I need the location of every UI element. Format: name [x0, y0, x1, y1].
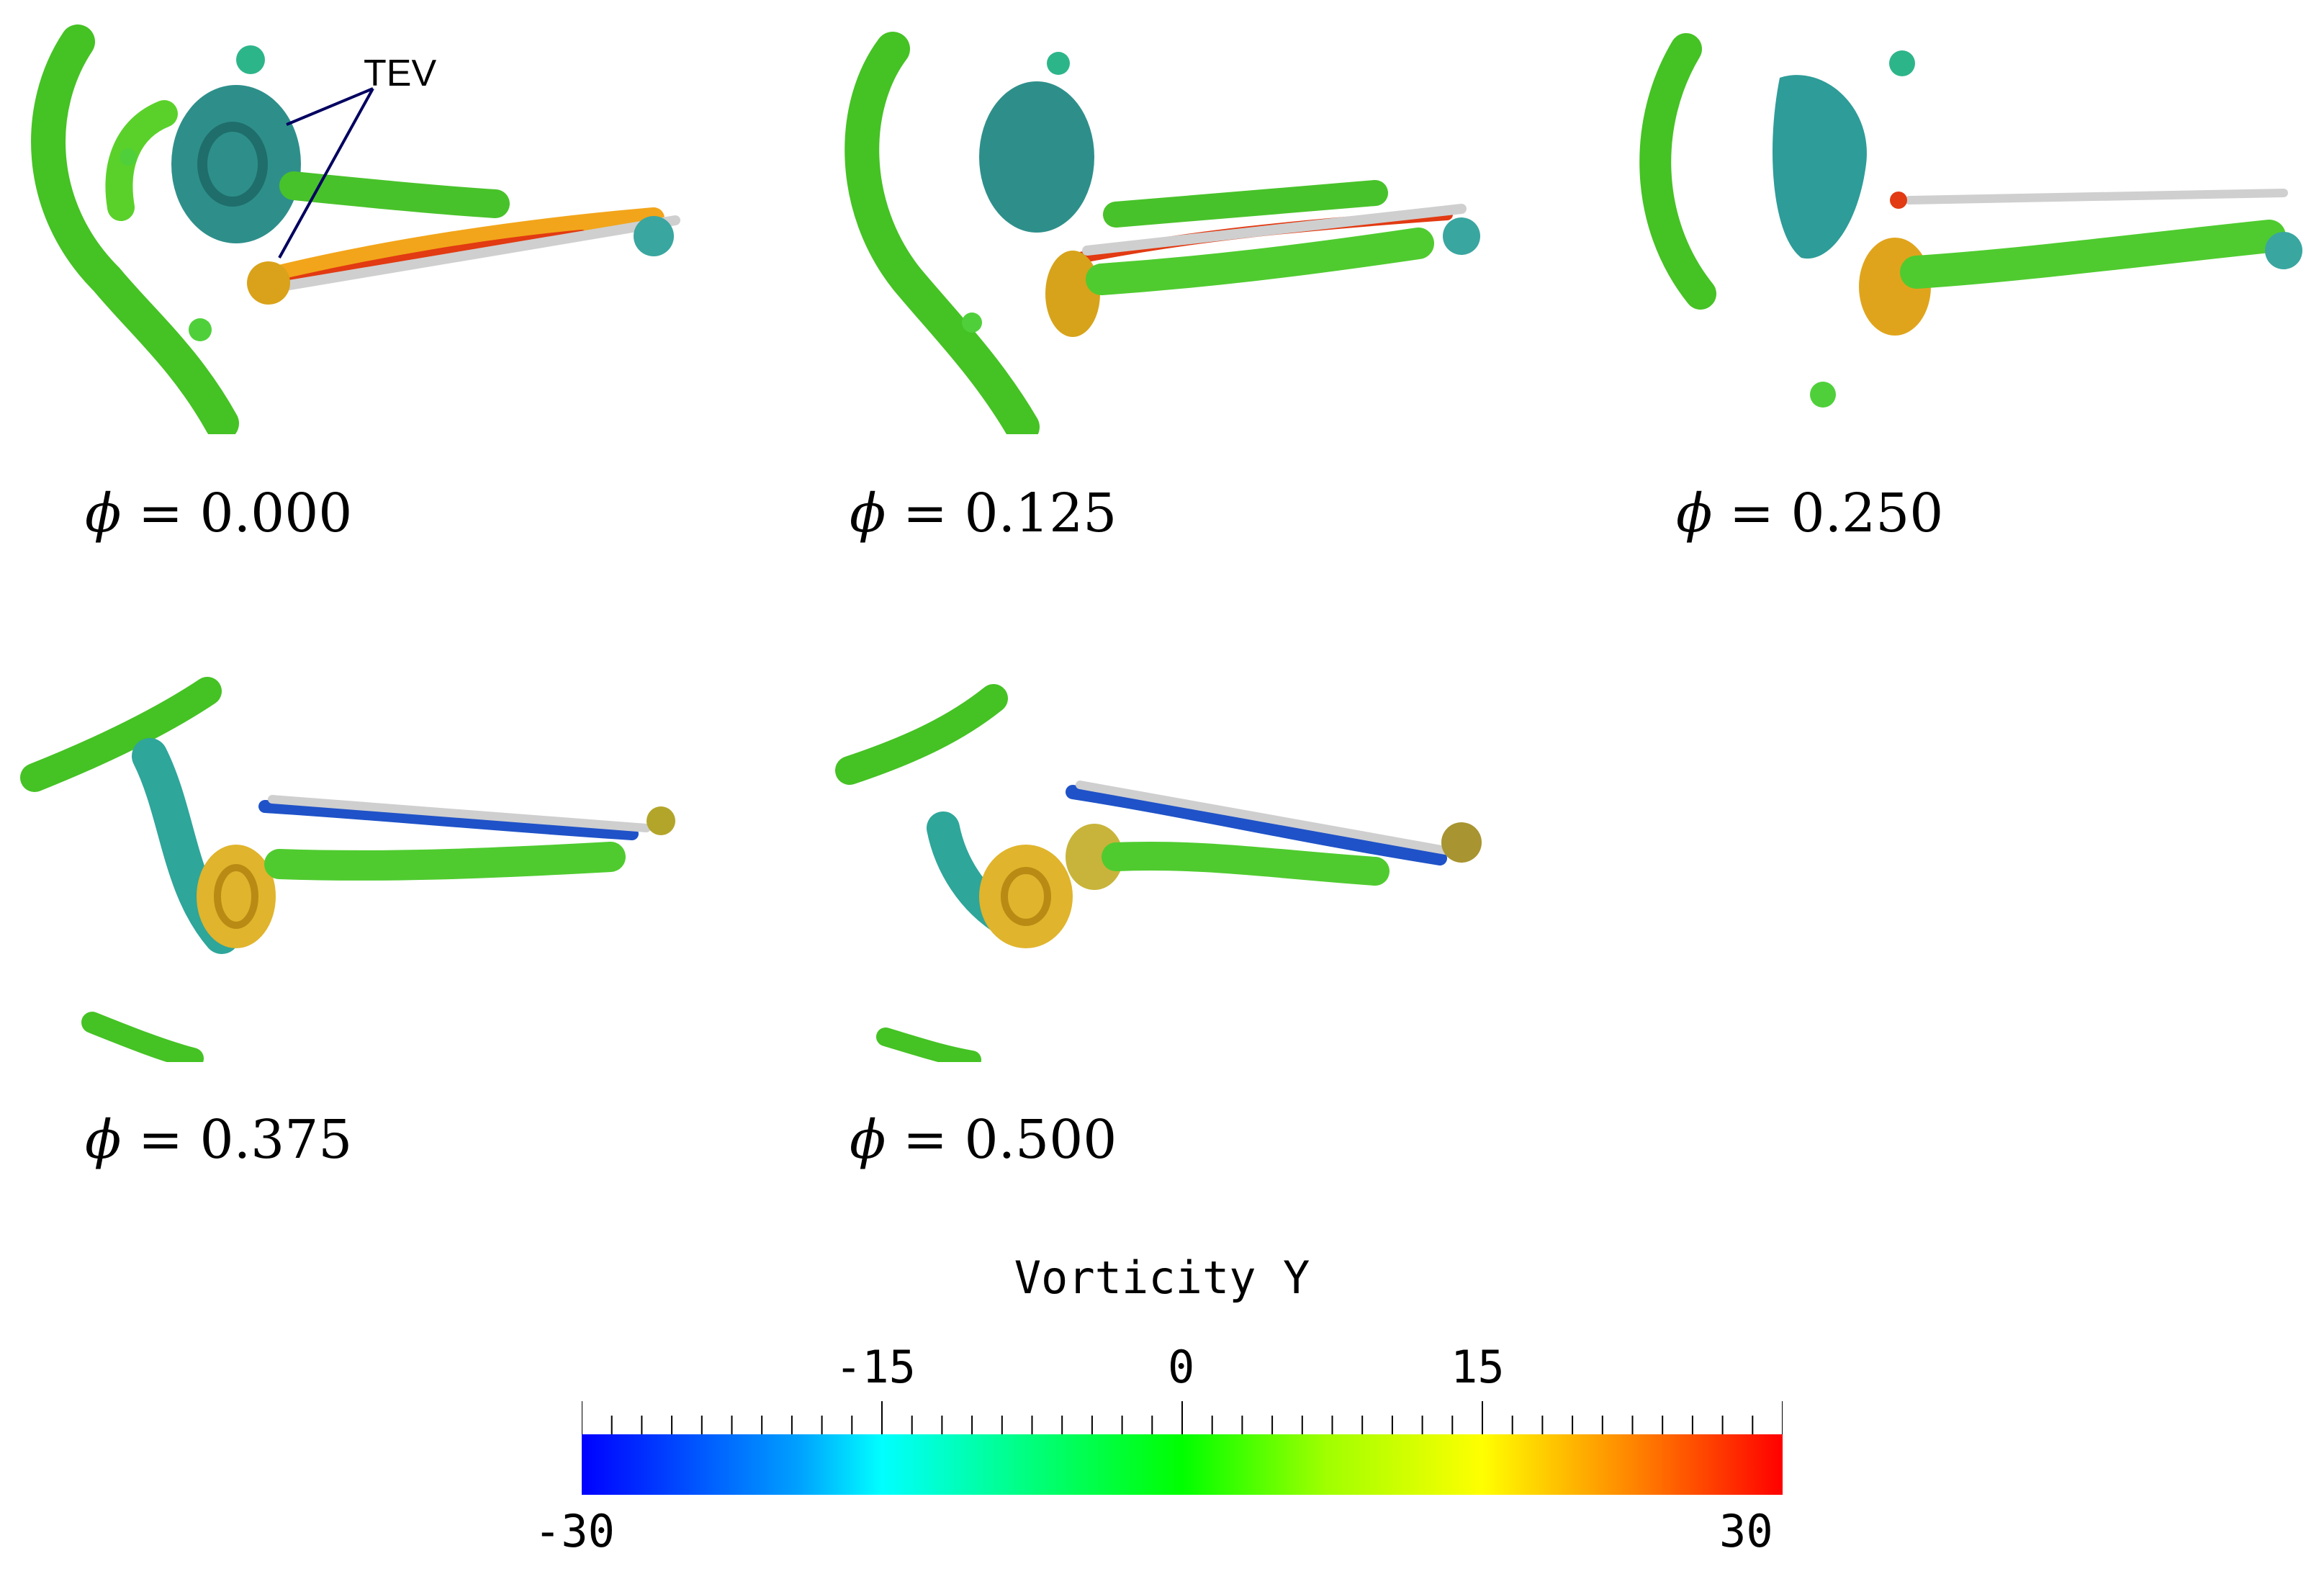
yellow-ring-inner — [214, 864, 258, 929]
red-tip — [1890, 192, 1907, 209]
tev-blob — [979, 81, 1094, 233]
colorbar-label-0: 0 — [1168, 1341, 1195, 1393]
vortex-render-5 — [835, 684, 1482, 1062]
bottom-debris — [81, 1012, 204, 1062]
blue-shear — [258, 800, 639, 840]
wing-plate — [1905, 189, 2288, 204]
tip-vortex — [1441, 822, 1482, 863]
vortex-render-1 — [31, 24, 680, 434]
green-vortex-arc — [20, 677, 222, 792]
green-vortex-arc — [835, 684, 1008, 785]
debris-2 — [962, 312, 982, 333]
green-wake — [279, 171, 510, 218]
debris-2 — [1810, 382, 1836, 408]
root-vortex — [1045, 251, 1100, 337]
wing-plate — [268, 795, 651, 832]
tip-vortex — [647, 806, 675, 835]
vortex-panel-phi-0250 — [1636, 20, 2324, 434]
colorbar-gradient — [582, 1434, 1783, 1495]
yellow-ring-2 — [1066, 824, 1123, 890]
yellow-ring-vortex — [979, 845, 1073, 948]
phase-label-5: ϕ = 0.500 — [850, 1109, 1117, 1171]
phase-label-2: ϕ = 0.125 — [850, 482, 1117, 544]
debris-3 — [120, 148, 137, 166]
yellow-ring-vortex — [197, 845, 276, 948]
lower-wake — [1900, 220, 2286, 289]
colorbar-label-15: 15 — [1451, 1341, 1505, 1393]
debris-1 — [1047, 52, 1070, 75]
vortex-panel-phi-0125 — [828, 20, 1533, 434]
root-vortex — [247, 261, 290, 305]
tev-annotation-label: TEV — [364, 53, 437, 94]
vortex-panel-phi-0000 — [20, 20, 726, 434]
wing-plate — [267, 215, 680, 293]
blue-shear — [1066, 785, 1447, 865]
tev-arrow-1 — [286, 87, 374, 126]
green-vortex-arc — [31, 24, 239, 434]
colorbar-ticks — [582, 1401, 1783, 1437]
phase-label-1: ϕ = 0.000 — [85, 482, 353, 544]
bottom-debris — [876, 1027, 981, 1062]
phase-label-3: ϕ = 0.250 — [1676, 482, 1944, 544]
tev-ring — [197, 122, 268, 207]
debris-1 — [1889, 50, 1915, 76]
vortex-render-2 — [845, 32, 1480, 434]
lower-wake — [1086, 228, 1434, 295]
vortex-panel-phi-0500 — [828, 648, 1533, 1062]
yellow-ring-inner — [1001, 867, 1051, 926]
colorbar-label-neg15: -15 — [835, 1341, 916, 1393]
tip-vortex — [1443, 217, 1480, 255]
green-vortex-arc — [1639, 33, 1716, 310]
colorbar-title: Vorticity Y — [1014, 1251, 1310, 1304]
tev-arrow-2 — [278, 88, 374, 258]
tev-blob — [171, 85, 301, 243]
debris-2 — [189, 318, 212, 341]
wing-plate — [1082, 204, 1467, 256]
vortex-panel-phi-0375 — [20, 648, 726, 1062]
debris-1 — [236, 45, 265, 74]
lower-wake — [264, 842, 626, 881]
wing-plate — [1076, 781, 1466, 858]
tip-vortex — [634, 216, 674, 256]
colorbar-max-label: 30 — [1719, 1505, 1773, 1557]
lower-wake — [1102, 842, 1390, 886]
tip-vortex — [2265, 232, 2302, 269]
green-wake — [1103, 180, 1388, 228]
vortex-render-4 — [20, 677, 675, 1062]
vortex-render-3 — [1639, 33, 2302, 408]
phase-label-4: ϕ = 0.375 — [85, 1109, 353, 1171]
colorbar-min-label: -30 — [534, 1505, 615, 1557]
green-vortex-arc — [845, 32, 1040, 434]
shear-layer — [254, 207, 665, 290]
tev-blob — [1773, 75, 1867, 259]
